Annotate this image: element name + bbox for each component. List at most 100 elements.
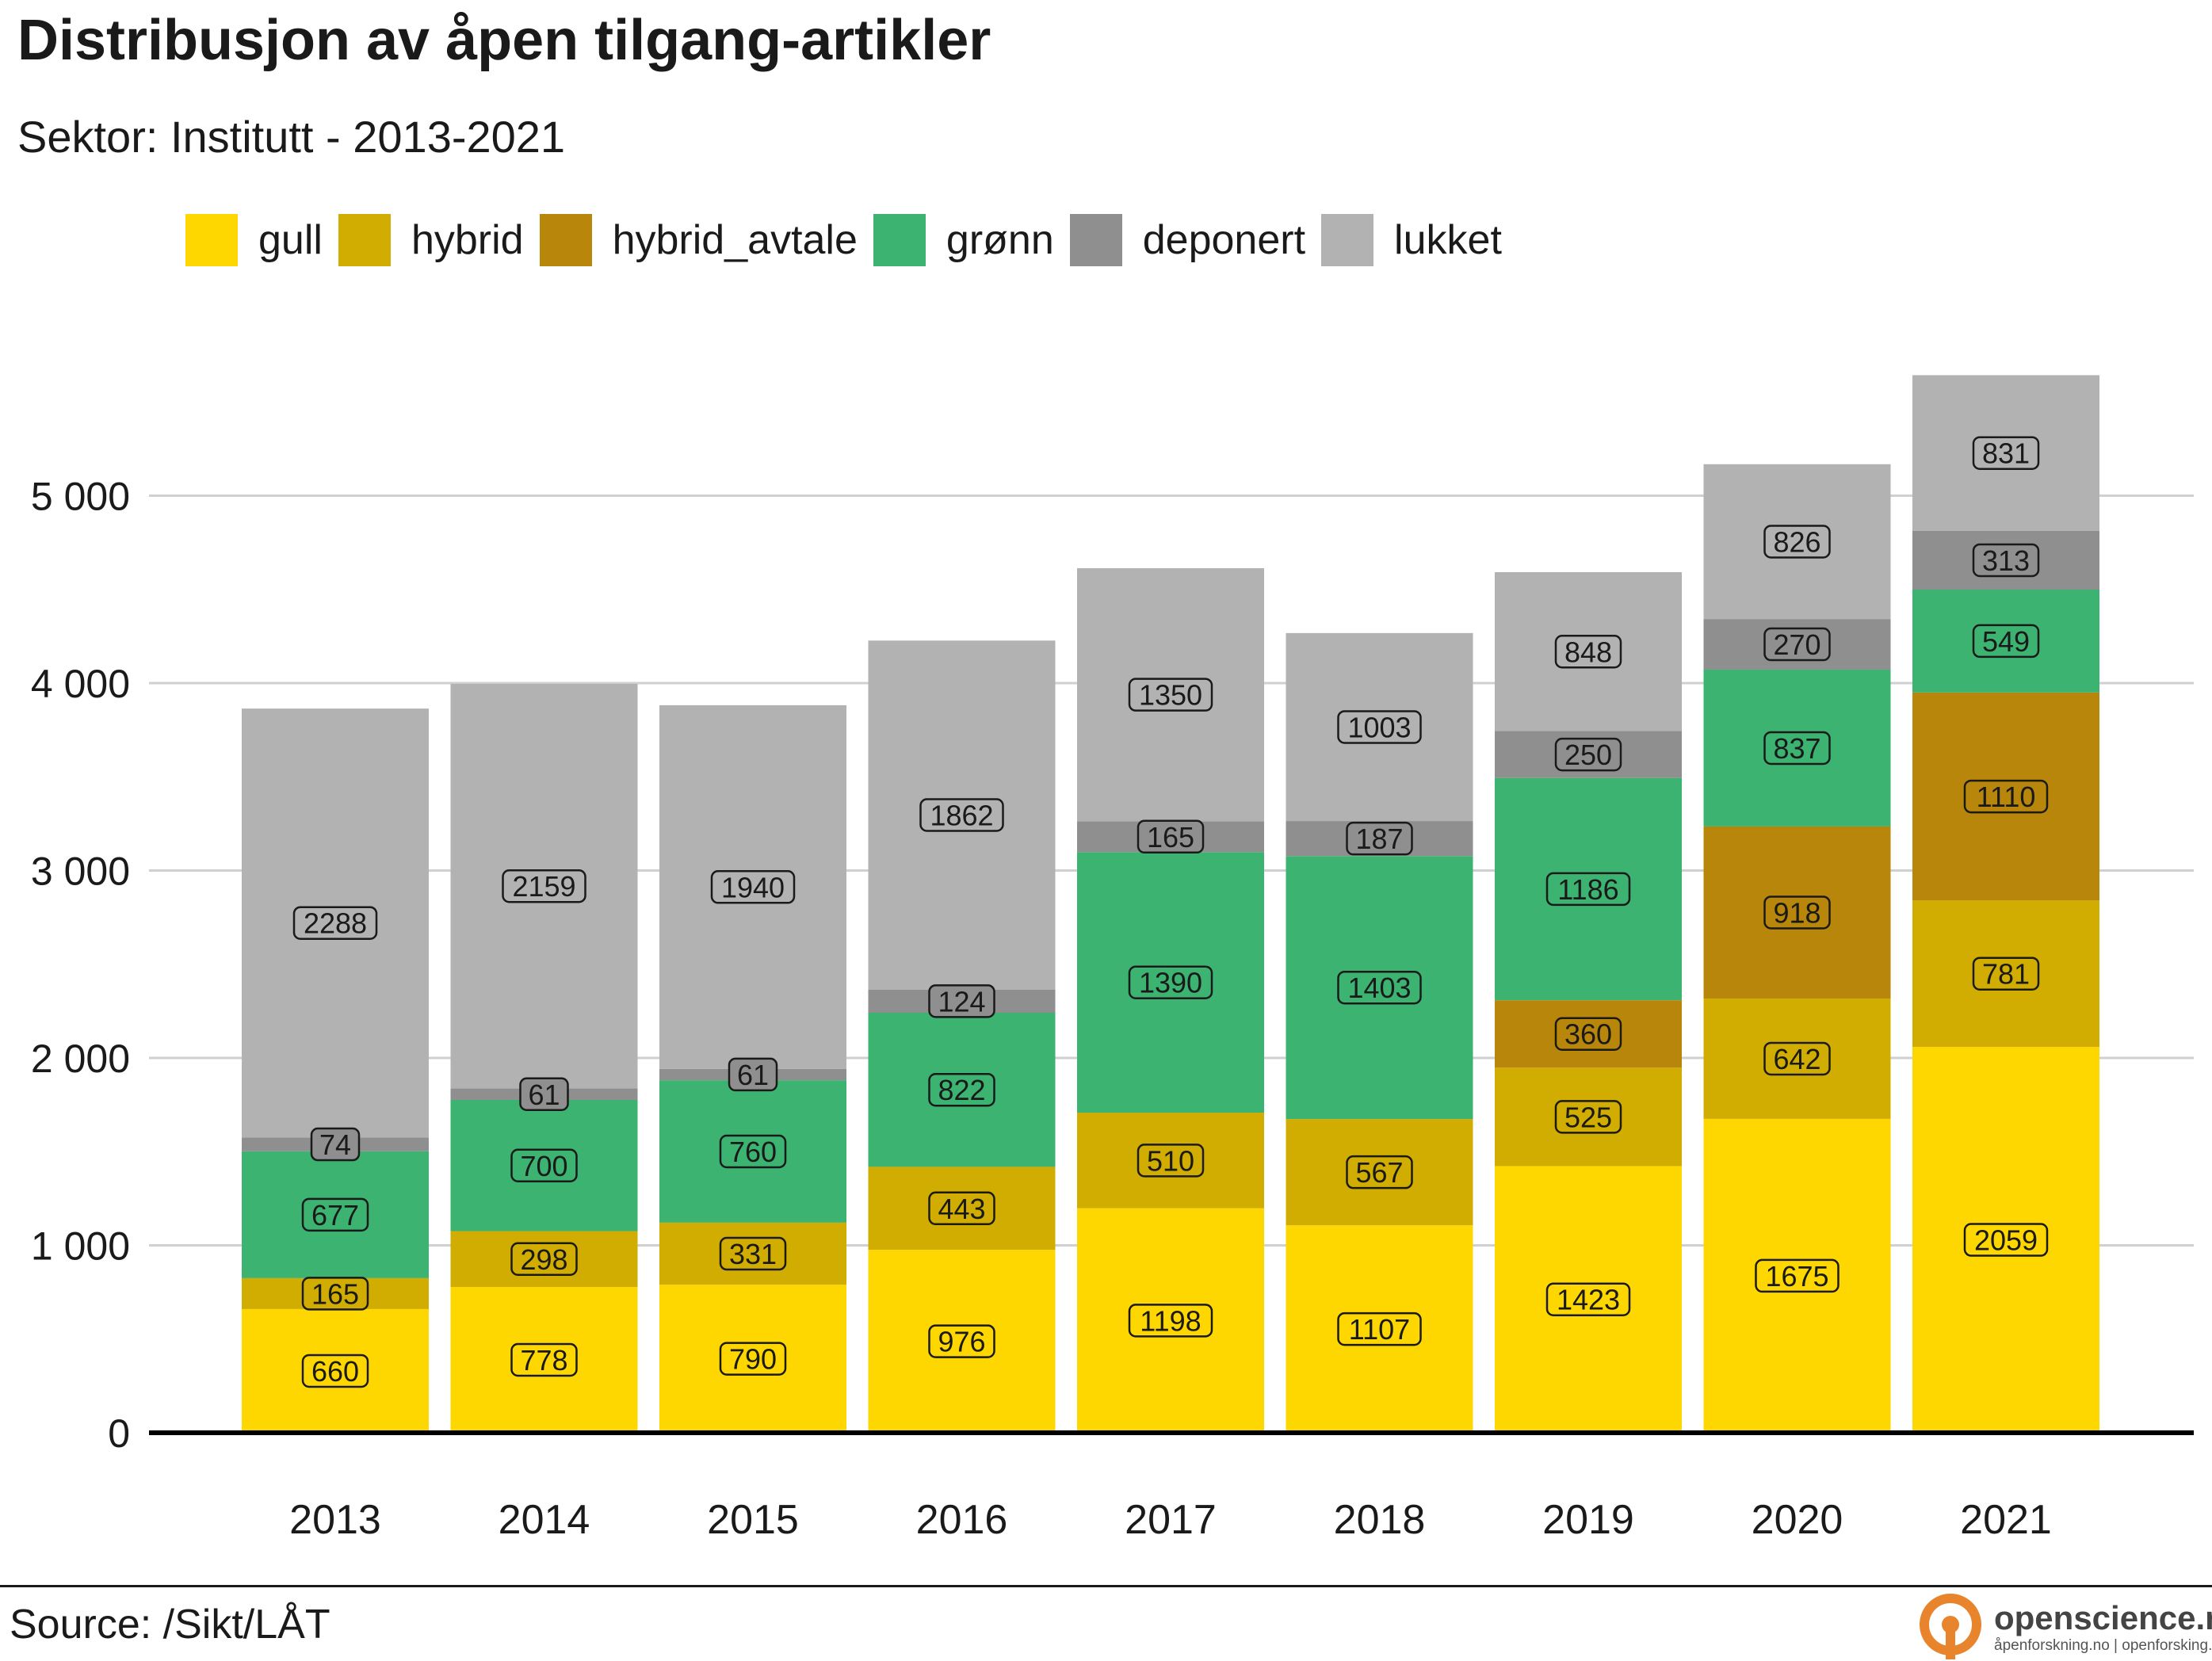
data-label: 313 (1972, 543, 2040, 578)
data-label: 1390 (1128, 965, 1213, 999)
data-label-box (1337, 1312, 1422, 1346)
data-label-text: 165 (311, 1277, 359, 1310)
data-label-text: 331 (729, 1238, 777, 1270)
y-tick-label: 3 000 (31, 850, 130, 894)
data-labels: 660 165 677 74 2288 778 298 700 61 2159 790 331 760 6… (292, 436, 2049, 1388)
legend-swatch (185, 214, 238, 266)
data-label-box (1545, 872, 1631, 907)
data-label-box (301, 1277, 369, 1311)
data-label: 781 (1972, 957, 2040, 991)
legend-label: hybrid (411, 217, 524, 263)
data-label: 1940 (710, 870, 796, 904)
data-label-text: 1003 (1347, 711, 1411, 743)
data-label-box (1554, 1017, 1622, 1051)
x-tick-label: 2016 (916, 1497, 1008, 1543)
x-tick-label: 2021 (1960, 1497, 2052, 1543)
data-label-text: 1403 (1347, 972, 1411, 1004)
legend-swatch (1069, 214, 1122, 266)
x-tick-label: 2017 (1125, 1497, 1217, 1543)
data-label-text: 74 (319, 1128, 351, 1161)
data-label-box (510, 1342, 578, 1377)
data-label: 700 (510, 1148, 578, 1183)
data-label-box (1763, 731, 1831, 766)
legend-item-hybrid: hybrid (338, 214, 524, 266)
data-label-box (1554, 635, 1622, 669)
legend-label: grønn (946, 217, 1054, 263)
data-label-box (719, 1134, 787, 1169)
data-label-box (928, 1324, 995, 1358)
data-label-box (928, 984, 995, 1018)
y-tick-label: 4 000 (31, 662, 130, 706)
data-label-text: 187 (1355, 823, 1403, 855)
data-label-text: 790 (729, 1343, 777, 1376)
data-label: 826 (1763, 525, 1831, 559)
x-tick-label: 2013 (289, 1497, 381, 1543)
data-label: 270 (1763, 627, 1831, 662)
data-label: 74 (310, 1127, 361, 1162)
data-label-text: 549 (1982, 625, 2030, 658)
data-label: 2159 (502, 869, 586, 903)
data-label-box (310, 1127, 361, 1162)
legend-item-hybrid_avtale: hybrid_avtale (539, 214, 858, 266)
data-label-box (1763, 1041, 1831, 1076)
footer-divider (0, 1585, 2212, 1587)
data-label-box (919, 798, 1004, 832)
data-label-box (292, 906, 378, 940)
data-label: 760 (719, 1134, 787, 1169)
data-label: 1403 (1337, 970, 1422, 1005)
data-label-text: 778 (520, 1344, 567, 1377)
data-label-text: 2288 (304, 907, 367, 940)
data-label-text: 270 (1773, 628, 1820, 661)
legend-item-lukket: lukket (1321, 214, 1502, 266)
data-label-box (1972, 957, 2040, 991)
data-label-box (1554, 1100, 1622, 1134)
y-tick-label: 0 (108, 1411, 130, 1456)
data-label-box (1137, 819, 1205, 854)
data-label-box (1545, 1282, 1631, 1316)
y-tick-label: 1 000 (31, 1224, 130, 1269)
data-label-box (510, 1242, 578, 1277)
data-label: 443 (928, 1191, 995, 1226)
data-label-text: 1940 (721, 871, 785, 903)
data-label-box (719, 1342, 787, 1376)
data-label-text: 918 (1773, 896, 1820, 929)
data-label-text: 826 (1773, 525, 1820, 558)
data-label-text: 1350 (1139, 679, 1202, 712)
data-label-box (1337, 710, 1422, 744)
data-label-box (928, 1191, 995, 1226)
data-label-box (502, 869, 586, 903)
data-label-text: 1675 (1765, 1260, 1828, 1293)
data-label: 1107 (1337, 1312, 1422, 1346)
data-label-box (301, 1197, 369, 1232)
data-label-text: 1107 (1349, 1313, 1410, 1346)
data-label: 360 (1554, 1017, 1622, 1051)
y-tick-label: 5 000 (31, 475, 130, 519)
data-label-box (1972, 624, 2040, 659)
data-label: 790 (719, 1342, 787, 1376)
legend-swatch (338, 214, 391, 266)
data-label: 61 (519, 1077, 569, 1112)
data-label: 61 (728, 1057, 778, 1092)
legend-label: lukket (1394, 217, 1502, 263)
data-label: 298 (510, 1242, 578, 1277)
data-label: 848 (1554, 635, 1622, 669)
data-label: 831 (1972, 436, 2040, 470)
y-axis: 0 1 000 2 000 3 000 4 000 5 000 (31, 475, 130, 1457)
data-label: 1110 (1963, 779, 2049, 814)
data-label: 778 (510, 1342, 578, 1377)
logo-tagline: åpenforskning.no | openforsking.no (1994, 1637, 2212, 1654)
data-label-text: 2159 (512, 870, 575, 903)
x-axis: 2013 2014 2015 2016 2017 2018 2019 2020 2021 (149, 1430, 2194, 1543)
legend-swatch (1321, 214, 1374, 266)
data-label: 1423 (1545, 1282, 1631, 1316)
data-label: 331 (719, 1236, 787, 1271)
data-label-box (1763, 525, 1831, 559)
data-label: 1198 (1128, 1304, 1213, 1338)
data-label: 976 (928, 1324, 995, 1358)
data-label-text: 1186 (1557, 873, 1618, 906)
data-label-text: 700 (520, 1150, 567, 1182)
data-label-box (1128, 678, 1213, 712)
data-label-box (1337, 970, 1422, 1005)
data-label-text: 567 (1355, 1156, 1403, 1189)
data-label-box (1963, 779, 2049, 814)
